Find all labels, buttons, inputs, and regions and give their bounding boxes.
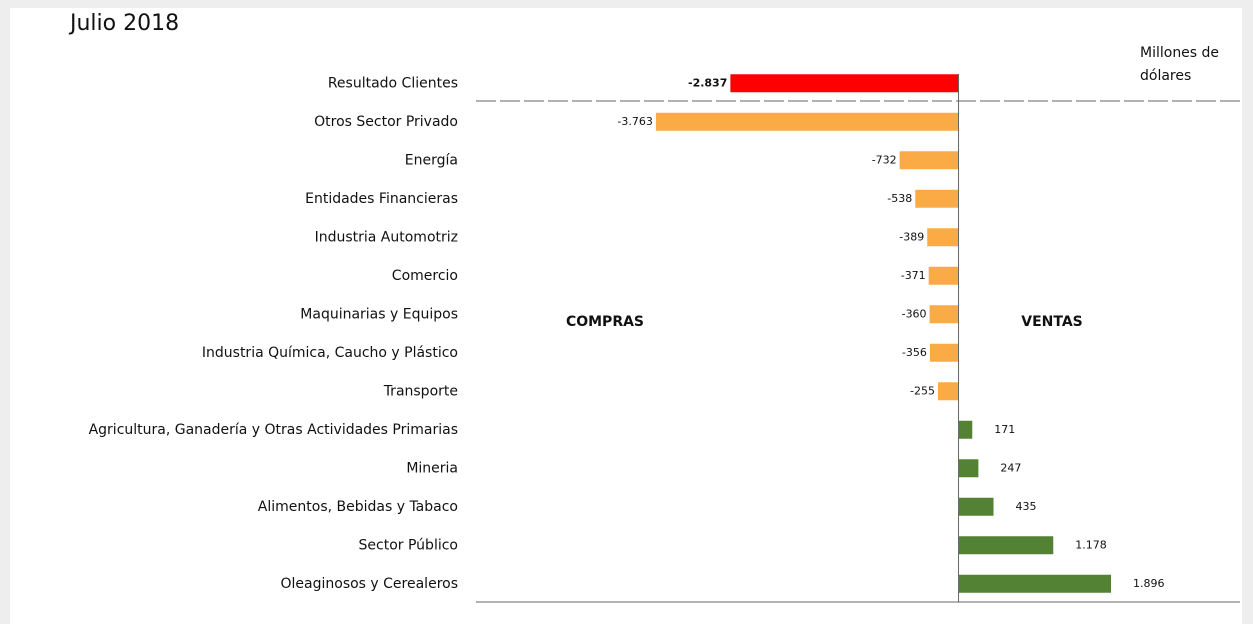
category-label: Entidades Financieras [305, 191, 458, 207]
bar [929, 305, 959, 324]
category-label: Resultado Clientes [328, 75, 458, 91]
category-label: Comercio [392, 268, 458, 284]
category-label: Otros Sector Privado [314, 114, 458, 130]
category-label: Maquinarias y Equipos [300, 306, 458, 322]
bar [958, 497, 994, 516]
category-label: Industria Química, Caucho y Plástico [202, 345, 458, 361]
value-label: -360 [902, 307, 927, 320]
category-label: Oleaginosos y Cerealeros [281, 576, 459, 592]
value-label: 1.178 [1075, 538, 1107, 551]
value-label: 435 [1016, 500, 1037, 513]
bar [929, 343, 959, 362]
bar [958, 536, 1054, 555]
bar [915, 189, 959, 208]
bar [730, 74, 959, 93]
bar [958, 574, 1112, 593]
value-label: -538 [887, 192, 912, 205]
value-label: 247 [1000, 461, 1021, 474]
category-label: Industria Automotriz [315, 229, 458, 245]
bar [655, 112, 959, 131]
value-label: -3.763 [617, 115, 652, 128]
value-label: -732 [872, 153, 897, 166]
value-label: -2.837 [688, 76, 727, 89]
bar [928, 266, 959, 285]
annotation: VENTAS [1021, 314, 1083, 330]
category-label: Sector Público [359, 537, 458, 553]
value-label: -371 [901, 269, 926, 282]
bar [899, 151, 959, 170]
category-label: Agricultura, Ganadería y Otras Actividad… [89, 422, 458, 438]
chart-title: Julio 2018 [68, 11, 179, 36]
bar [927, 228, 959, 247]
bar [958, 420, 973, 439]
category-label: Energía [405, 152, 458, 168]
category-label: Alimentos, Bebidas y Tabaco [258, 499, 458, 515]
unit-label: Millones de dólares [1140, 45, 1220, 84]
value-label: -389 [899, 230, 924, 243]
bar [958, 459, 979, 478]
value-label: -356 [902, 346, 927, 359]
value-label: 1.896 [1133, 577, 1165, 590]
panel [10, 8, 1242, 624]
value-label: -255 [910, 384, 935, 397]
category-label: Mineria [406, 460, 458, 476]
value-label: 171 [994, 423, 1015, 436]
bar [938, 382, 959, 401]
category-label: Transporte [383, 383, 458, 399]
annotation: COMPRAS [566, 314, 644, 330]
